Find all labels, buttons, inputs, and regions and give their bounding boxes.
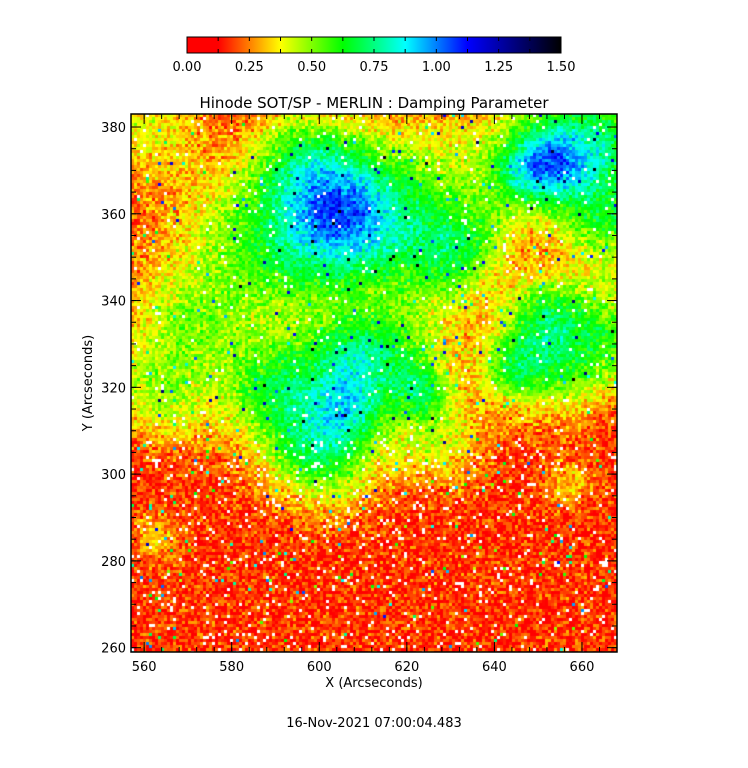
x-tick-label: 600 (307, 660, 332, 675)
plot-frame (130, 113, 618, 653)
colorbar-tick-label: 0.25 (235, 60, 264, 75)
x-tick-label: 660 (570, 660, 595, 675)
y-tick-label: 360 (101, 208, 126, 223)
colorbar-tick-label: 0.50 (297, 60, 326, 75)
y-tick-label: 380 (101, 121, 126, 136)
colorbar-tick-label: 1.50 (547, 60, 576, 75)
y-axis-label: Y (Arcseconds) (81, 335, 96, 432)
colorbar-tick-label: 1.00 (422, 60, 451, 75)
timestamp: 16-Nov-2021 07:00:04.483 (286, 716, 462, 731)
chart-title: Hinode SOT/SP - MERLIN : Damping Paramet… (199, 94, 549, 112)
y-tick-label: 340 (101, 295, 126, 310)
heatmap-image (131, 114, 617, 652)
x-axis-label: X (Arcseconds) (325, 676, 422, 691)
x-tick-label: 580 (219, 660, 244, 675)
colorbar-tick-label: 1.25 (484, 60, 513, 75)
x-tick-label: 560 (132, 660, 157, 675)
colorbar-tick-label: 0.75 (360, 60, 389, 75)
y-tick-label: 320 (101, 381, 126, 396)
x-tick-label: 640 (482, 660, 507, 675)
y-tick-label: 300 (101, 468, 126, 483)
colorbar-tick-label: 0.00 (173, 60, 202, 75)
y-tick-label: 260 (101, 642, 126, 657)
x-tick-label: 620 (394, 660, 419, 675)
y-tick-label: 280 (101, 555, 126, 570)
